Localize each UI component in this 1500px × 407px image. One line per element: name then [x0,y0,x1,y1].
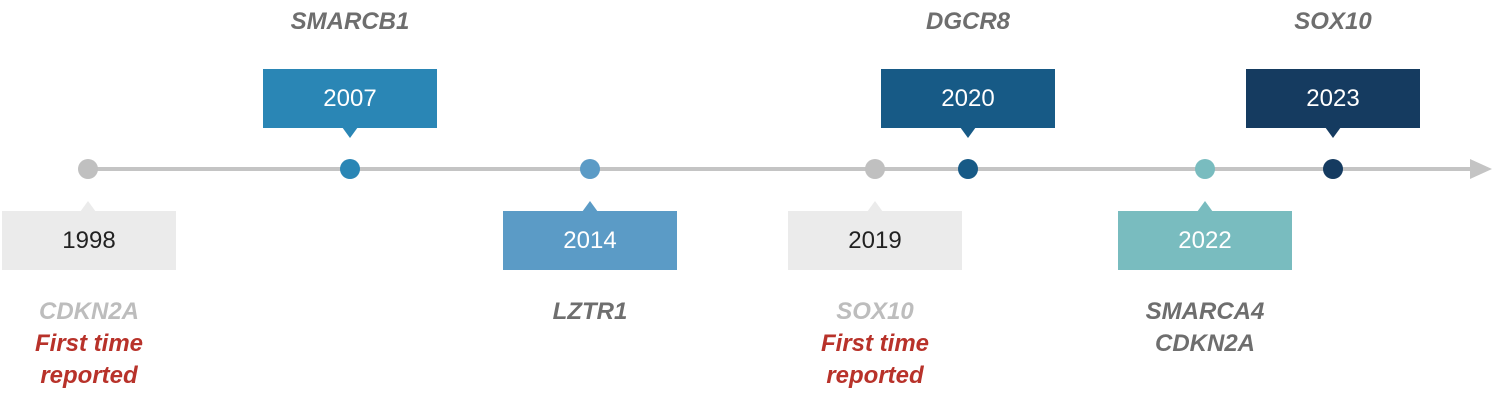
box-pointer [342,127,358,138]
axis-arrow [1470,159,1492,179]
box-pointer [960,127,976,138]
gene-list: SMARCA4 CDKN2A [1105,296,1305,360]
gene-label: CDKN2A [38,298,139,325]
box-pointer [582,201,598,212]
year-box: 2007 [263,69,437,128]
box-pointer [1197,201,1213,212]
gene-label: SOX10 [836,298,914,325]
year-box: 2022 [1118,211,1292,270]
gene-list: DGCR8 [868,6,1068,38]
timeline-dot [958,159,978,179]
note-label: First time reported [34,330,144,389]
gene-list: SMARCB1 [250,6,450,38]
year-box: 1998 [2,211,176,270]
box-pointer [80,201,96,212]
gene-label: CDKN2A [1154,330,1255,357]
timeline-dot [580,159,600,179]
year-box: 2020 [881,69,1055,128]
year-box: 2014 [503,211,677,270]
note-label: First time reported [820,330,930,389]
timeline-dot [1323,159,1343,179]
year-box: 2023 [1246,69,1420,128]
gene-label: SMARCA4 [1145,298,1265,325]
year-box: 2019 [788,211,962,270]
timeline-dot [340,159,360,179]
gene-list: LZTR1 [490,296,690,328]
timeline-dot [865,159,885,179]
box-pointer [1325,127,1341,138]
timeline-dot [1195,159,1215,179]
gene-list: SOX10 [775,296,975,328]
gene-label: DGCR8 [925,8,1010,35]
gene-label: LZTR1 [552,298,628,325]
timeline-dot [78,159,98,179]
gene-label: SOX10 [1294,8,1372,35]
box-pointer [867,201,883,212]
gene-list: CDKN2A [0,296,189,328]
gene-list: SOX10 [1233,6,1433,38]
gene-label: SMARCB1 [290,8,410,35]
